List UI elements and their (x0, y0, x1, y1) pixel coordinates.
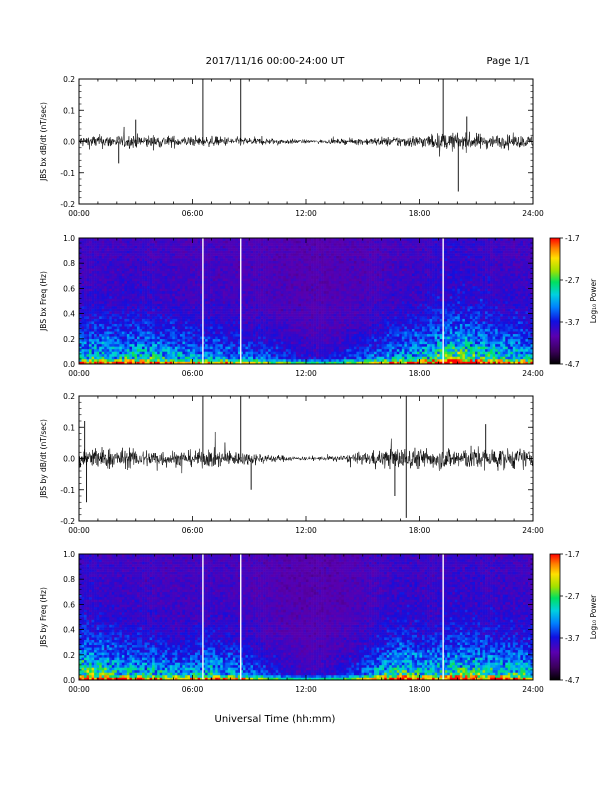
x-tick-label: 24:00 (522, 685, 544, 694)
y-tick-label: -0.2 (60, 200, 75, 209)
y-tick-label: -0.2 (60, 517, 75, 526)
y-tick-label: 0.1 (63, 106, 75, 115)
x-tick-label: 06:00 (182, 369, 204, 378)
y-axis-label: JBS by dB/dt (nT/sec) (39, 419, 48, 499)
colorbar-tick-label: -2.7 (565, 592, 580, 601)
colorbar-tick-label: -4.7 (565, 676, 580, 685)
y-tick-label: 0.4 (63, 310, 75, 319)
x-tick-label: 12:00 (295, 369, 317, 378)
x-tick-label: 18:00 (409, 209, 431, 218)
y-tick-label: 0.6 (63, 600, 75, 609)
y-tick-label: -0.1 (60, 486, 75, 495)
x-tick-label: 12:00 (295, 685, 317, 694)
y-axis-label: JBS by Freq (Hz) (39, 587, 48, 648)
y-tick-label: 0.8 (63, 259, 75, 268)
x-tick-label: 18:00 (409, 526, 431, 535)
y-tick-label: 1.0 (63, 234, 75, 243)
y-tick-label: 0.0 (63, 676, 75, 685)
colorbar-tick-label: -1.7 (565, 550, 580, 559)
spectrogram-panel-3: 00:00 06:00 12:00 18:00 24:00 1.0 0.8 0.6 0.4 0.2… (39, 550, 598, 694)
x-tick-label: 18:00 (409, 369, 431, 378)
x-tick-label: 18:00 (409, 685, 431, 694)
y-tick-label: -0.1 (60, 169, 75, 178)
y-tick-label: 0.1 (63, 423, 75, 432)
spectrogram-cells (79, 554, 534, 681)
dbdt-trace (78, 126, 534, 157)
timeseries-panel-2: 00:00 06:00 12:00 18:00 24:00 0.2 0.1 0.0 -0.1 -0… (39, 392, 544, 535)
x-tick-label: 00:00 (68, 685, 90, 694)
y-tick-label: 0.2 (63, 392, 75, 401)
colorbar-tick-label: -4.7 (565, 360, 580, 369)
colorbar-label: Log₁₀ Power (589, 278, 598, 323)
colorbar-tick-label: -2.7 (565, 276, 580, 285)
timeseries-panel-0: 00:00 06:00 12:00 18:00 24:00 0.2 0.1 0.0 -0.1 -0… (39, 75, 544, 218)
dbdt-trace (78, 431, 534, 474)
colorbar-tick-label: -3.7 (565, 318, 580, 327)
y-tick-label: 0.4 (63, 626, 75, 635)
colorbar-label: Log₁₀ Power (589, 594, 598, 639)
y-tick-label: 0.8 (63, 575, 75, 584)
y-tick-label: 0.2 (63, 651, 75, 660)
page-title: 2017/11/16 00:00-24:00 UT (206, 56, 346, 67)
x-tick-label: 24:00 (522, 369, 544, 378)
y-tick-label: 0.2 (63, 75, 75, 84)
y-tick-label: 1.0 (63, 550, 75, 559)
x-tick-label: 06:00 (182, 209, 204, 218)
x-tick-label: 06:00 (182, 685, 204, 694)
spectrogram-panel-1: 00:00 06:00 12:00 18:00 24:00 1.0 0.8 0.6 0.4 0.2… (39, 234, 598, 378)
x-tick-label: 24:00 (522, 209, 544, 218)
y-tick-label: 0.0 (63, 138, 75, 147)
y-tick-label: 0.6 (63, 284, 75, 293)
x-tick-label: 00:00 (68, 369, 90, 378)
y-tick-label: 0.0 (63, 360, 75, 369)
colorbar-tick-label: -1.7 (565, 234, 580, 243)
y-tick-label: 0.0 (63, 455, 75, 464)
colorbar (549, 553, 561, 681)
spectrogram-cells (79, 238, 534, 365)
x-tick-label: 12:00 (295, 526, 317, 535)
colorbar-tick-label: -3.7 (565, 634, 580, 643)
x-tick-label: 00:00 (68, 209, 90, 218)
x-tick-label: 00:00 (68, 526, 90, 535)
colorbar (549, 237, 561, 365)
y-axis-label: JBS bx dB/dt (nT/sec) (39, 102, 48, 182)
page-number: Page 1/1 (487, 56, 530, 67)
x-tick-label: 06:00 (182, 526, 204, 535)
x-axis-label: Universal Time (hh:mm) (215, 714, 336, 725)
x-tick-label: 12:00 (295, 209, 317, 218)
y-axis-label: JBS bx Freq (Hz) (39, 271, 48, 332)
x-tick-label: 24:00 (522, 526, 544, 535)
y-tick-label: 0.2 (63, 335, 75, 344)
